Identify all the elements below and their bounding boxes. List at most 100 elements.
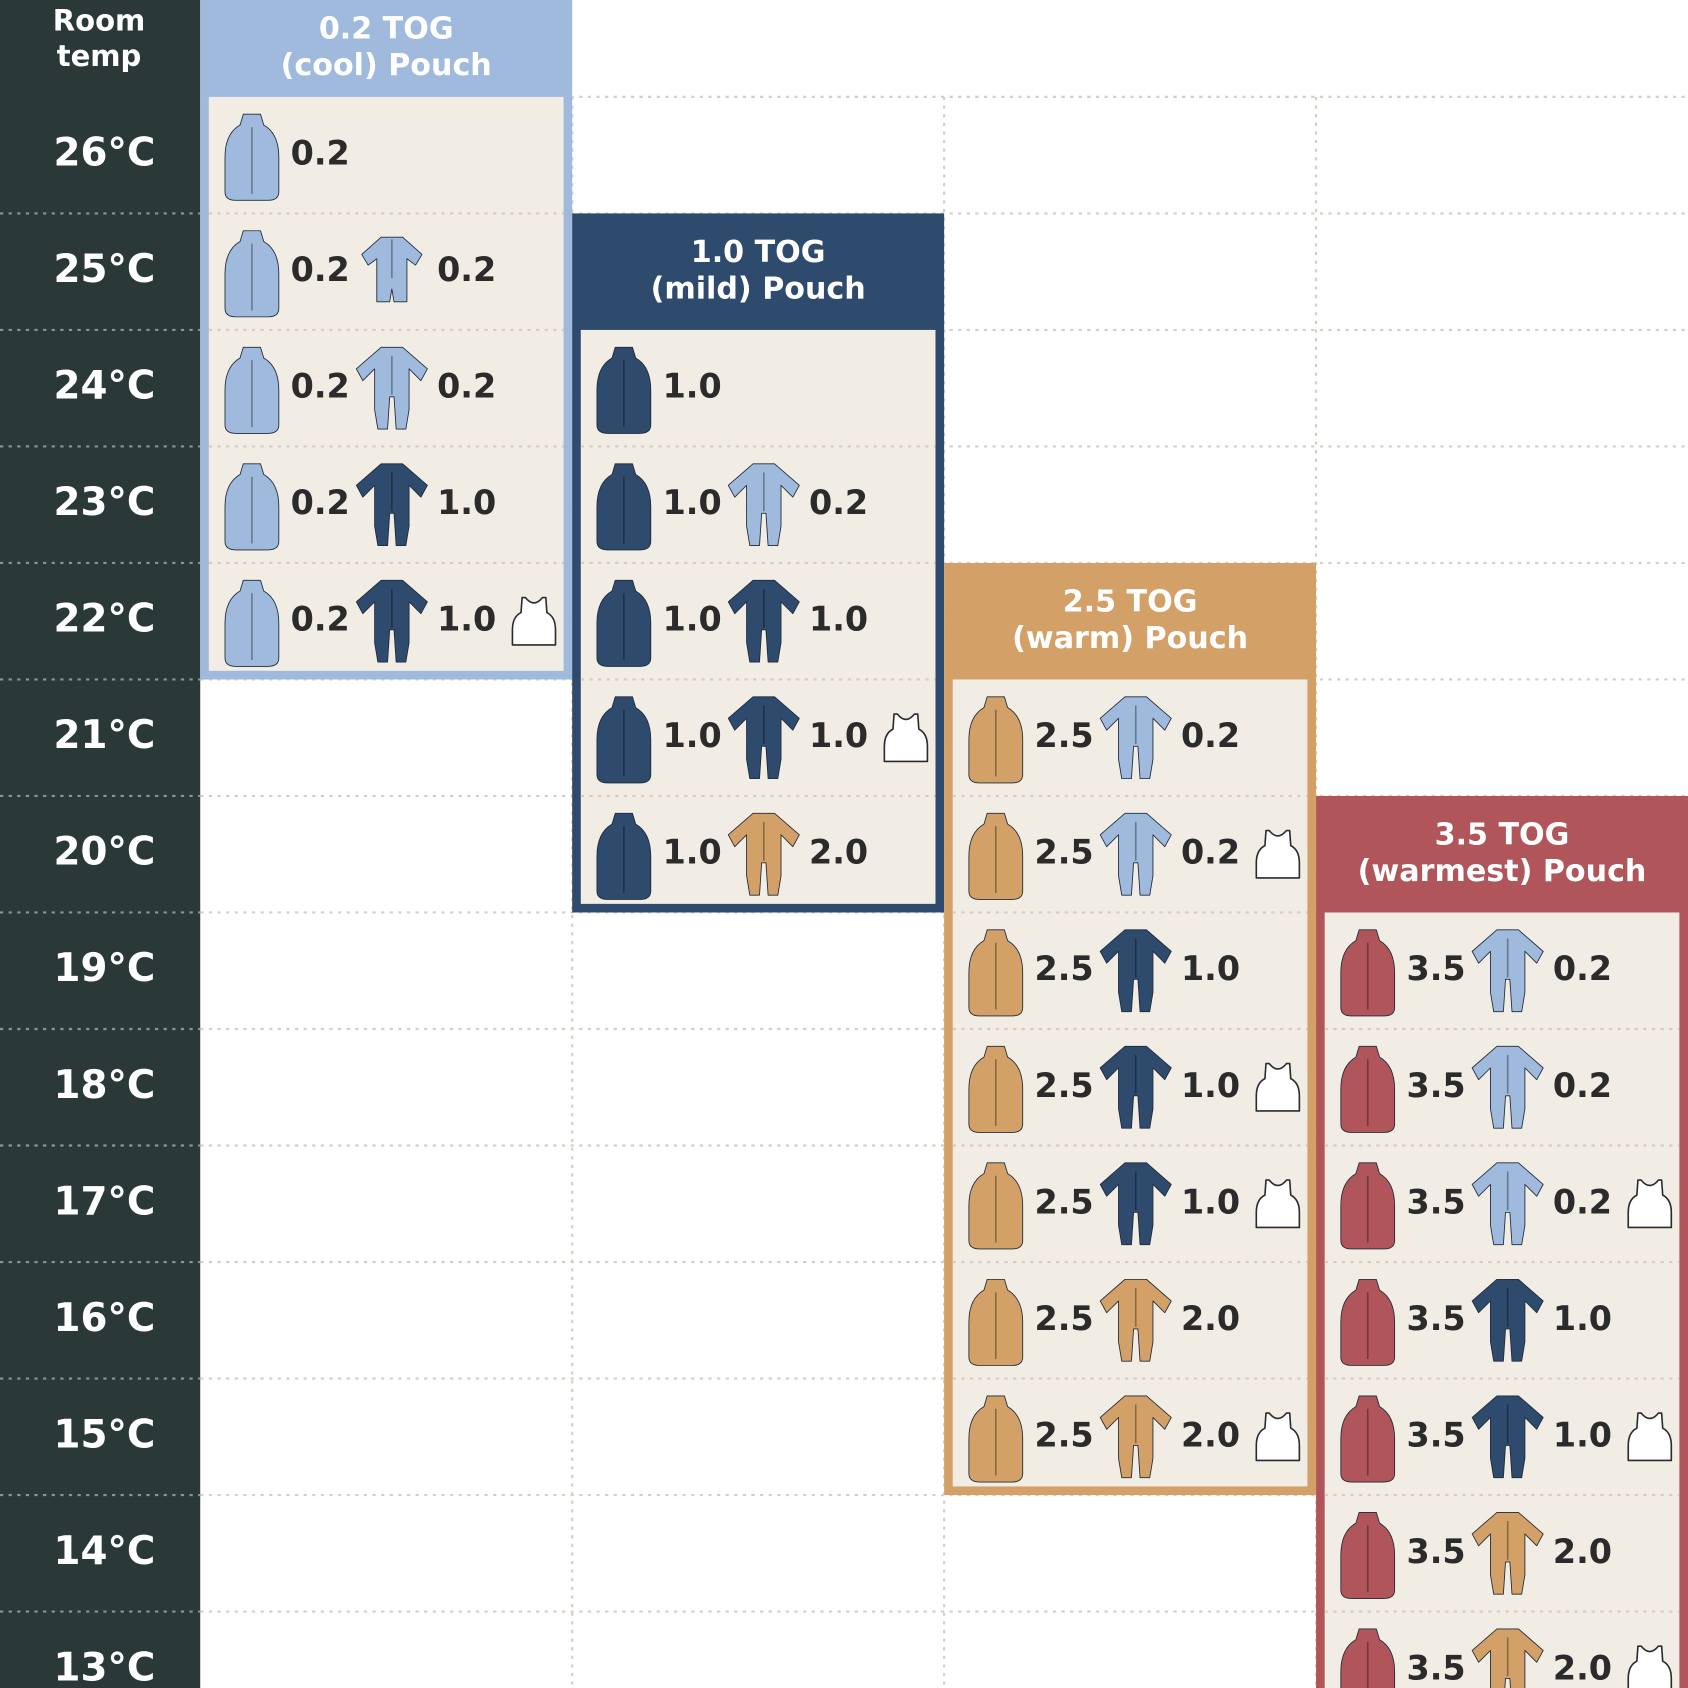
suit-tog: 2.0: [809, 833, 868, 872]
temperature: 25°C: [54, 247, 156, 292]
suit-icon: [1099, 696, 1172, 780]
pouch-tog: 3.5: [1406, 1415, 1465, 1454]
suit-icon-shape: [1471, 1395, 1544, 1479]
suit-icon-shape: [355, 579, 428, 663]
pouch-icon-shape: [968, 1045, 1024, 1133]
pouch-icon: [968, 1395, 1024, 1483]
pouch-title: 0.2 TOG: [319, 12, 454, 47]
pouch-icon-shape: [968, 1162, 1024, 1250]
pouch-icon: [596, 346, 652, 434]
suit-tog: 0.2: [437, 250, 496, 289]
suit-icon: [1099, 1162, 1172, 1246]
pouch-tog: 2.5: [1035, 1182, 1094, 1221]
pouch-title: 3.5 TOG: [1435, 817, 1570, 852]
pouch-icon: [968, 1278, 1024, 1366]
temperature: 15°C: [54, 1412, 156, 1457]
pouch-icon: [968, 812, 1024, 900]
pouch-tog: 3.5: [1406, 949, 1465, 988]
suit-icon: [361, 236, 423, 303]
pouch-title: 1.0 TOG: [691, 235, 826, 270]
pouch-tog: 3.5: [1406, 1648, 1465, 1687]
pouch-icon-shape: [1340, 929, 1396, 1017]
pouch-tog: 0.2: [291, 483, 350, 522]
pouch-icon: [224, 579, 280, 667]
suit-icon-shape: [1471, 1511, 1544, 1595]
pouch-tog: 2.5: [1035, 833, 1094, 872]
vest-icon: [1627, 1645, 1673, 1688]
pouch-tog: 3.5: [1406, 1299, 1465, 1338]
suit-icon-shape: [727, 579, 800, 663]
vest-icon-shape: [1627, 1412, 1673, 1462]
pouch-tog: 0.2: [291, 134, 350, 173]
vest-icon: [1255, 1412, 1301, 1462]
temperature: 22°C: [54, 597, 156, 642]
vest-icon: [1255, 1062, 1301, 1112]
pouch-icon: [596, 696, 652, 784]
suit-tog: 1.0: [1181, 1066, 1240, 1105]
suit-icon: [1099, 1395, 1172, 1479]
pouch-icon-shape: [224, 463, 280, 551]
suit-tog: 1.0: [437, 483, 496, 522]
suit-icon: [727, 696, 800, 780]
vest-icon-shape: [1627, 1179, 1673, 1229]
pouch-tog: 2.5: [1035, 949, 1094, 988]
suit-tog: 2.0: [1181, 1415, 1240, 1454]
pouch-icon: [596, 579, 652, 667]
suit-icon-shape: [727, 463, 800, 547]
suit-icon-shape: [727, 696, 800, 780]
suit-icon-shape: [1099, 929, 1172, 1013]
temperature: 26°C: [54, 131, 156, 176]
suit-icon: [1099, 929, 1172, 1013]
vest-icon-shape: [511, 596, 557, 646]
vest-icon-shape: [1255, 1412, 1301, 1462]
pouch-icon: [1340, 1045, 1396, 1133]
suit-icon: [1471, 1162, 1544, 1246]
pouch-icon-shape: [224, 230, 280, 318]
pouch-icon: [1340, 1278, 1396, 1366]
suit-tog: 0.2: [809, 483, 868, 522]
pouch-tog: 0.2: [291, 367, 350, 406]
temp-column: [0, 0, 201, 1688]
suit-icon-shape: [1099, 812, 1172, 896]
pouch-icon: [224, 346, 280, 434]
vest-icon: [883, 713, 929, 763]
suit-icon-shape: [1099, 696, 1172, 780]
pouch-tog: 2.5: [1035, 716, 1094, 755]
pouch-tog: 1.0: [663, 367, 722, 406]
suit-icon: [1471, 1628, 1544, 1688]
suit-tog: 0.2: [1181, 833, 1240, 872]
temperature: 20°C: [54, 830, 156, 875]
pouch-icon-shape: [596, 696, 652, 784]
temperature: 17°C: [54, 1179, 156, 1224]
pouch-icon-shape: [596, 812, 652, 900]
suit-icon: [355, 346, 428, 430]
pouch-icon-shape: [968, 1395, 1024, 1483]
pouch-tog: 2.5: [1035, 1299, 1094, 1338]
suit-icon-shape: [355, 346, 428, 430]
suit-tog: 1.0: [809, 716, 868, 755]
suit-tog: 2.0: [1181, 1299, 1240, 1338]
temperature: 23°C: [54, 480, 156, 525]
pouch-title: (warmest) Pouch: [1358, 854, 1647, 889]
pouch-icon-shape: [968, 1278, 1024, 1366]
suit-icon-shape: [1471, 1045, 1544, 1129]
temperature: 16°C: [54, 1296, 156, 1341]
suit-icon-shape: [1471, 1278, 1544, 1362]
pouch-icon: [1340, 929, 1396, 1017]
pouch-icon-shape: [224, 113, 280, 201]
pouch-tog: 0.2: [291, 600, 350, 639]
pouch-icon: [1340, 1511, 1396, 1599]
suit-icon: [1471, 929, 1544, 1013]
suit-icon: [1471, 1395, 1544, 1479]
pouch-tog: 2.5: [1035, 1415, 1094, 1454]
pouch-icon-shape: [968, 812, 1024, 900]
pouch-icon-shape: [1340, 1162, 1396, 1250]
pouch-icon-shape: [596, 579, 652, 667]
suit-icon-shape: [727, 812, 800, 896]
suit-icon: [1471, 1045, 1544, 1129]
pouch-icon: [224, 463, 280, 551]
temperature: 19°C: [54, 946, 156, 991]
suit-icon: [727, 812, 800, 896]
